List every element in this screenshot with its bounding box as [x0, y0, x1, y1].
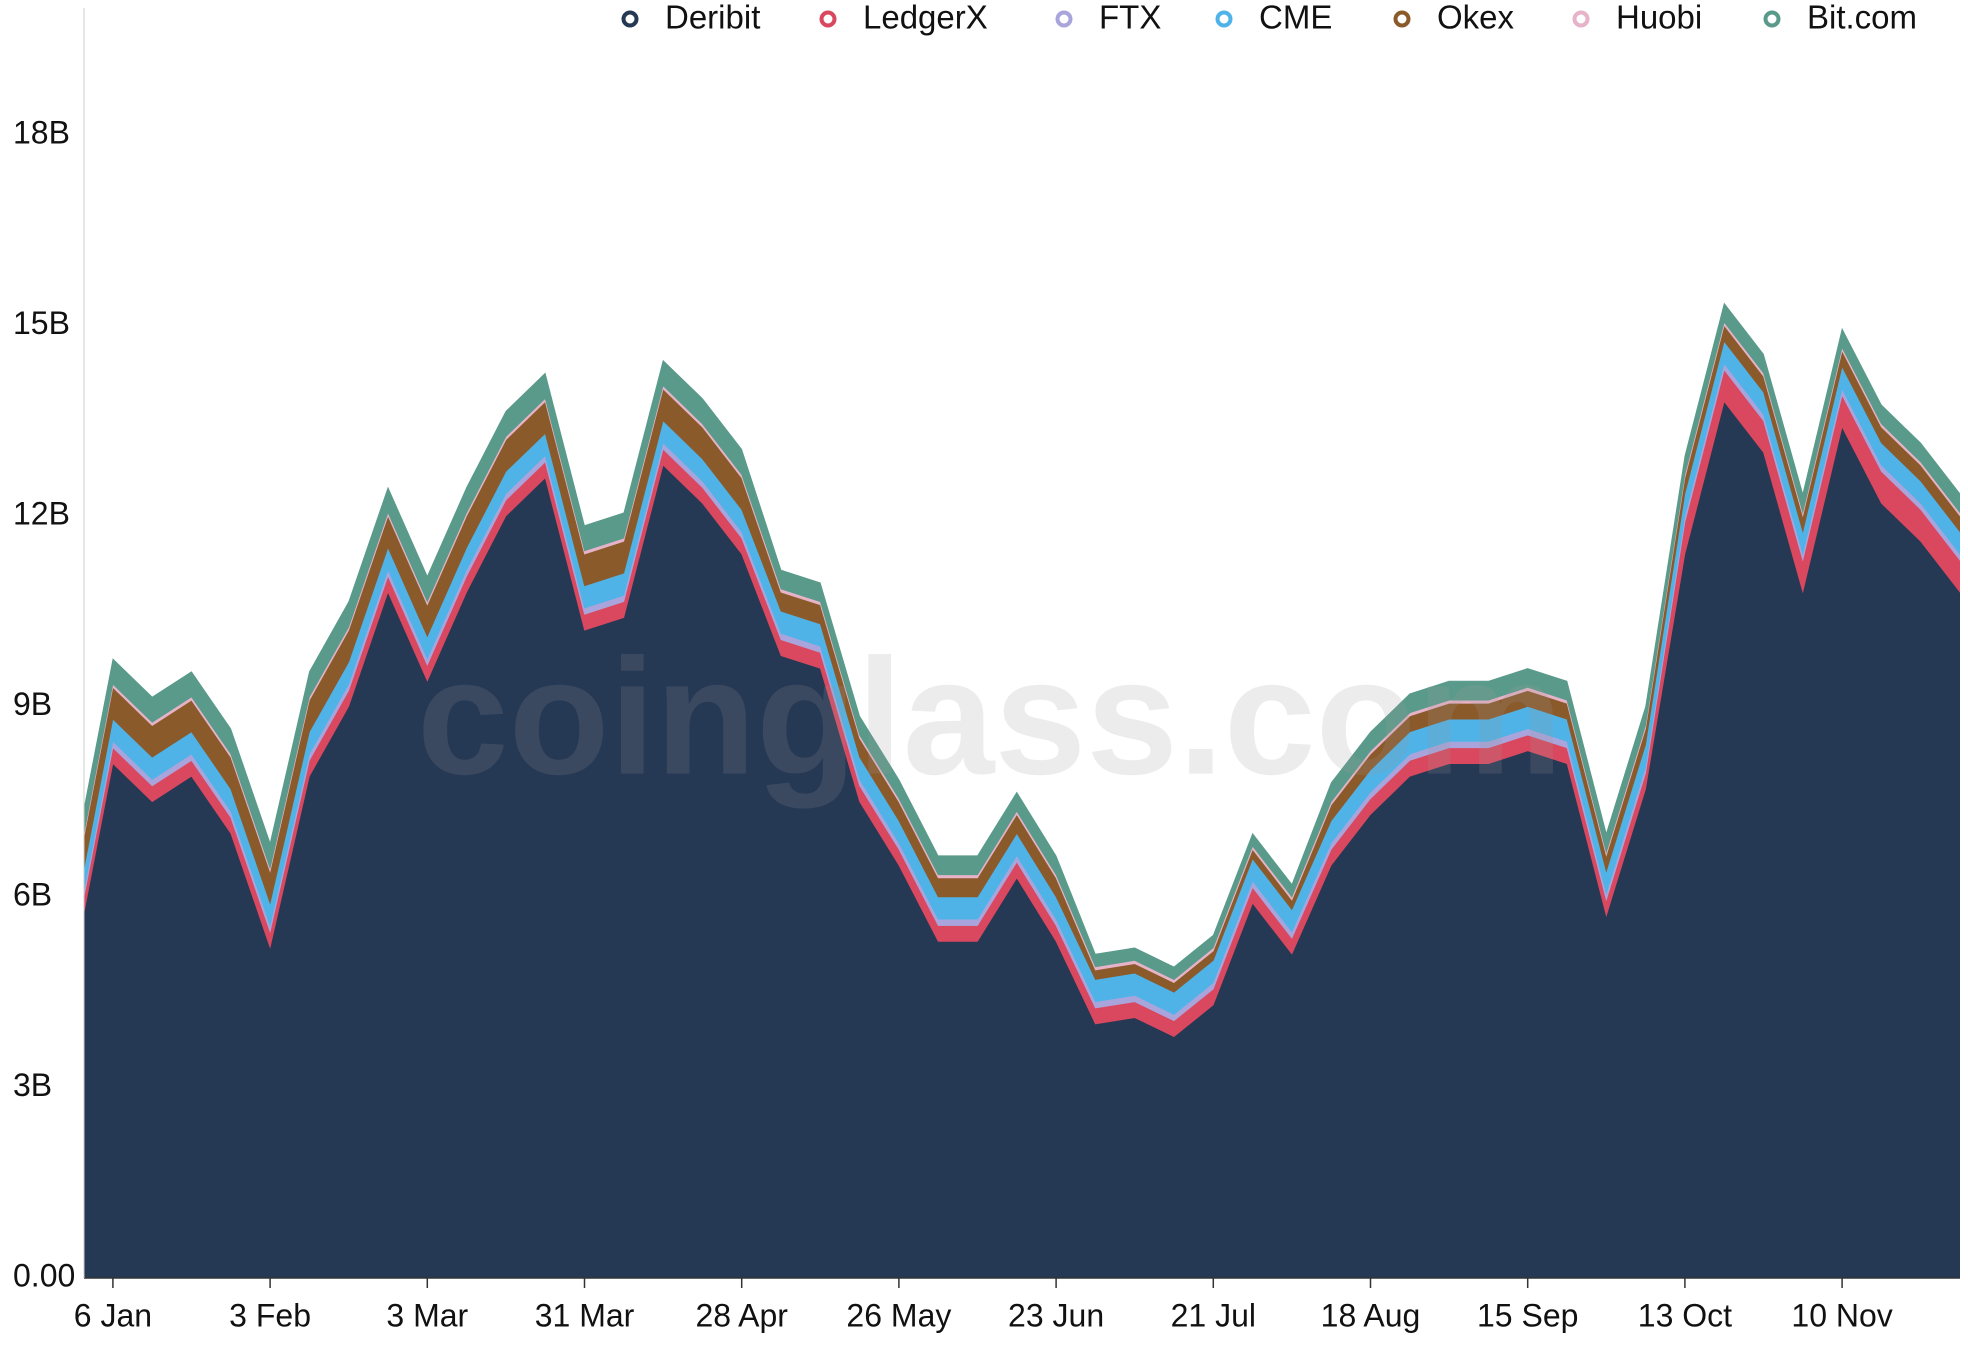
legend-label: Deribit	[665, 0, 760, 36]
legend-marker	[819, 10, 837, 28]
legend-marker	[1055, 10, 1073, 28]
legend-marker	[1763, 10, 1781, 28]
x-tick-label: 23 Jun	[1008, 1297, 1104, 1333]
y-tick-label: 3B	[13, 1067, 52, 1103]
x-tick-label: 31 Mar	[535, 1297, 635, 1333]
y-tick-label: 0.00	[13, 1257, 75, 1293]
overlay: coinglass.com 0.00 3B 6B 9B 12B 15B 18B 6 Jan 3 F…	[13, 0, 1960, 1333]
x-tick-label: 18 Aug	[1321, 1297, 1421, 1333]
legend-label: LedgerX	[863, 0, 988, 36]
y-tick-label: 12B	[13, 495, 70, 531]
plot-area	[84, 302, 1960, 1278]
area	[84, 302, 1960, 980]
y-tick-label: 9B	[13, 686, 52, 722]
x-tick-label: 3 Mar	[386, 1297, 468, 1333]
watermark: coinglass.com	[417, 625, 1563, 809]
y-tick-label: 15B	[13, 305, 70, 341]
x-tick-label: 26 May	[846, 1297, 951, 1333]
y-tick-label: 18B	[13, 114, 70, 150]
x-tick-label: 15 Sep	[1477, 1297, 1578, 1333]
x-tick-label: 10 Nov	[1791, 1297, 1892, 1333]
legend-label: Bit.com	[1807, 0, 1917, 36]
legend-label: FTX	[1099, 0, 1161, 36]
legend-marker	[1393, 10, 1411, 28]
legend-label: Okex	[1437, 0, 1515, 36]
legend-label: CME	[1259, 0, 1332, 36]
legend-marker	[1572, 10, 1590, 28]
legend-marker	[621, 10, 639, 28]
legend-marker	[1215, 10, 1233, 28]
x-tick-label: 21 Jul	[1171, 1297, 1256, 1333]
x-tick-label: 28 Apr	[695, 1297, 788, 1333]
y-tick-label: 6B	[13, 876, 52, 912]
x-tick-label: 3 Feb	[229, 1297, 311, 1333]
legend-label: Huobi	[1616, 0, 1702, 36]
x-tick-label: 13 Oct	[1638, 1297, 1732, 1333]
x-tick-label: 6 Jan	[74, 1297, 152, 1333]
